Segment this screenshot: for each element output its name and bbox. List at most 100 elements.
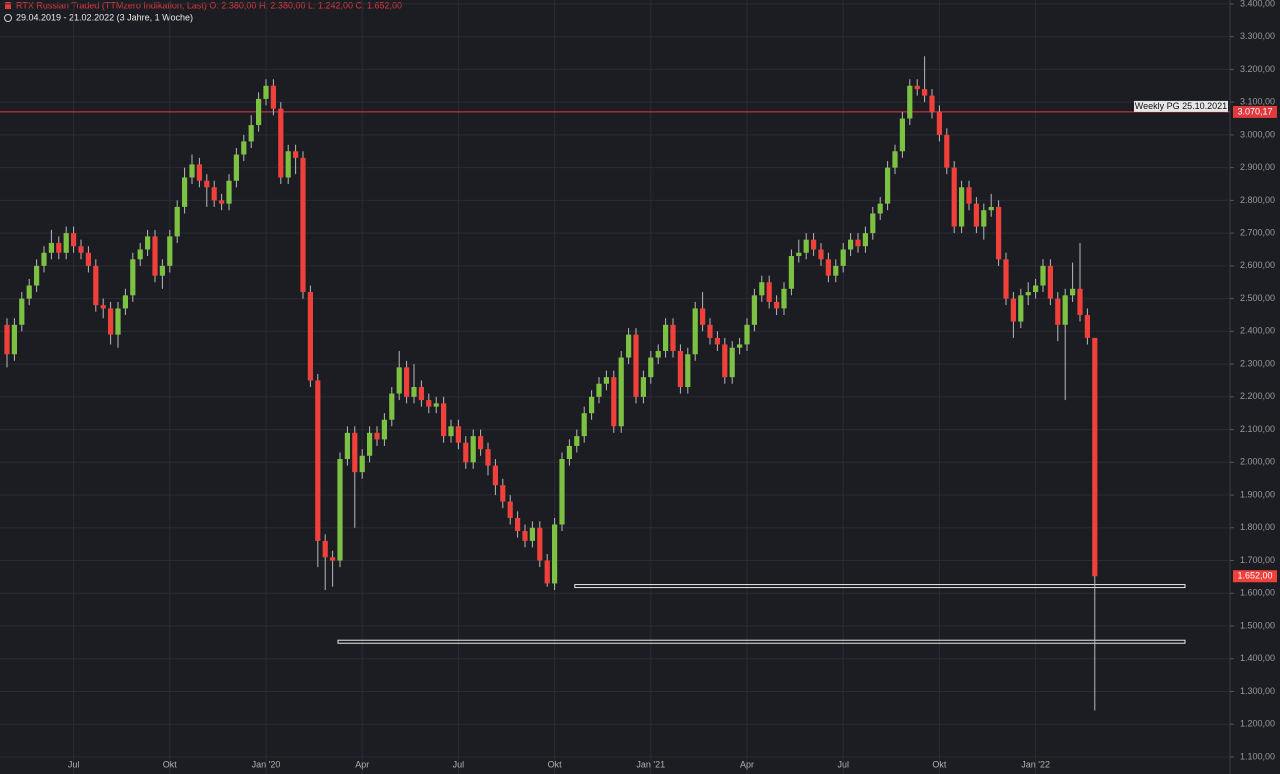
x-tick-label: Jan '22	[1021, 759, 1050, 769]
candle-body	[56, 242, 62, 253]
candle-body	[959, 187, 965, 227]
candle-body	[633, 334, 639, 397]
y-tick-label: 2.100,00	[1240, 424, 1275, 434]
candle-body	[566, 445, 572, 460]
candle-body	[833, 265, 839, 276]
candle-body	[204, 180, 210, 188]
candle-body	[426, 400, 432, 407]
candle-body	[174, 206, 180, 237]
candle-body	[500, 485, 506, 502]
candle-body	[48, 242, 54, 253]
candle-body	[929, 95, 935, 112]
last-price-label: 1.652,00	[1237, 571, 1272, 581]
candle-body	[559, 459, 565, 525]
candle-body	[818, 249, 824, 260]
x-tick-label: Jul	[837, 759, 849, 769]
y-tick-label: 3.000,00	[1240, 129, 1275, 139]
candle-body	[344, 432, 350, 460]
y-tick-label: 1.500,00	[1240, 620, 1275, 630]
candle-body	[966, 187, 972, 204]
candle-body	[515, 517, 521, 532]
candle-body	[352, 432, 358, 473]
candle-body	[285, 151, 291, 178]
candle-body	[1084, 314, 1090, 338]
candle-body	[441, 403, 447, 437]
candle-body	[71, 233, 77, 247]
candle-body	[981, 210, 987, 227]
candle-body	[367, 432, 373, 456]
candle-body	[581, 413, 587, 437]
candles	[4, 56, 1098, 711]
candle-body	[751, 295, 757, 325]
candle-body	[936, 111, 942, 135]
candle-body	[1025, 292, 1031, 296]
candle-body	[196, 164, 202, 181]
candle-body	[685, 354, 691, 387]
candle-body	[315, 380, 321, 541]
candle-body	[1018, 295, 1024, 322]
candle-body	[1010, 298, 1016, 322]
candle-body	[973, 203, 979, 227]
candle-body	[996, 206, 1002, 260]
y-tick-label: 1.900,00	[1240, 489, 1275, 499]
x-tick-label: Jul	[68, 759, 80, 769]
candle-body	[544, 560, 550, 584]
candle-body	[603, 377, 609, 384]
y-tick-label: 2.400,00	[1240, 326, 1275, 336]
candle-body	[529, 527, 535, 541]
candle-body	[226, 180, 232, 204]
x-tick-label: Apr	[355, 759, 369, 769]
last-price-box	[1233, 570, 1277, 583]
x-tick-label: Okt	[163, 759, 178, 769]
candle-body	[78, 246, 84, 253]
y-tick-label: 2.300,00	[1240, 358, 1275, 368]
candle-body	[700, 308, 706, 325]
candle-body	[307, 292, 313, 381]
candle-body	[640, 377, 646, 397]
candle-body	[655, 350, 661, 358]
candle-body	[988, 206, 994, 211]
candle-body	[507, 501, 513, 518]
y-tick-label: 1.600,00	[1240, 588, 1275, 598]
candle-body	[485, 449, 491, 466]
candle-body	[1040, 265, 1046, 286]
y-tick-label: 2.800,00	[1240, 195, 1275, 205]
candle-body	[1055, 298, 1061, 325]
candle-body	[270, 85, 276, 109]
candle-body	[4, 324, 10, 355]
candle-body	[870, 213, 876, 234]
candle-body	[907, 85, 913, 119]
y-tick-label: 2.500,00	[1240, 293, 1275, 303]
ticker-icon	[5, 2, 11, 9]
candle-body	[825, 259, 831, 276]
candle-body	[189, 164, 195, 178]
y-tick-label: 2.000,00	[1240, 457, 1275, 467]
candle-body	[34, 265, 40, 286]
candle-body	[492, 465, 498, 486]
candle-body	[374, 432, 380, 440]
candle-body	[714, 337, 720, 345]
candle-body	[63, 233, 69, 253]
y-tick-label: 3.200,00	[1240, 64, 1275, 74]
candle-body	[774, 301, 780, 309]
candle-body	[26, 285, 32, 299]
resistance-name-box	[1134, 100, 1228, 112]
candle-body	[463, 442, 469, 463]
candle-body	[233, 154, 239, 181]
candle-body	[455, 426, 461, 443]
candle-body	[885, 167, 891, 204]
candle-body	[337, 459, 343, 561]
candle-body	[470, 436, 476, 463]
candle-body	[248, 125, 254, 142]
candle-body	[122, 295, 128, 309]
candle-body	[707, 324, 713, 338]
y-tick-label: 2.700,00	[1240, 227, 1275, 237]
candle-body	[19, 298, 25, 325]
candle-body	[766, 282, 772, 302]
candle-body	[300, 157, 306, 293]
candle-body	[663, 324, 669, 351]
candle-body	[811, 239, 817, 250]
y-tick-label: 1.100,00	[1240, 751, 1275, 761]
candle-body	[145, 236, 151, 250]
x-tick-label: Jan '20	[252, 759, 281, 769]
